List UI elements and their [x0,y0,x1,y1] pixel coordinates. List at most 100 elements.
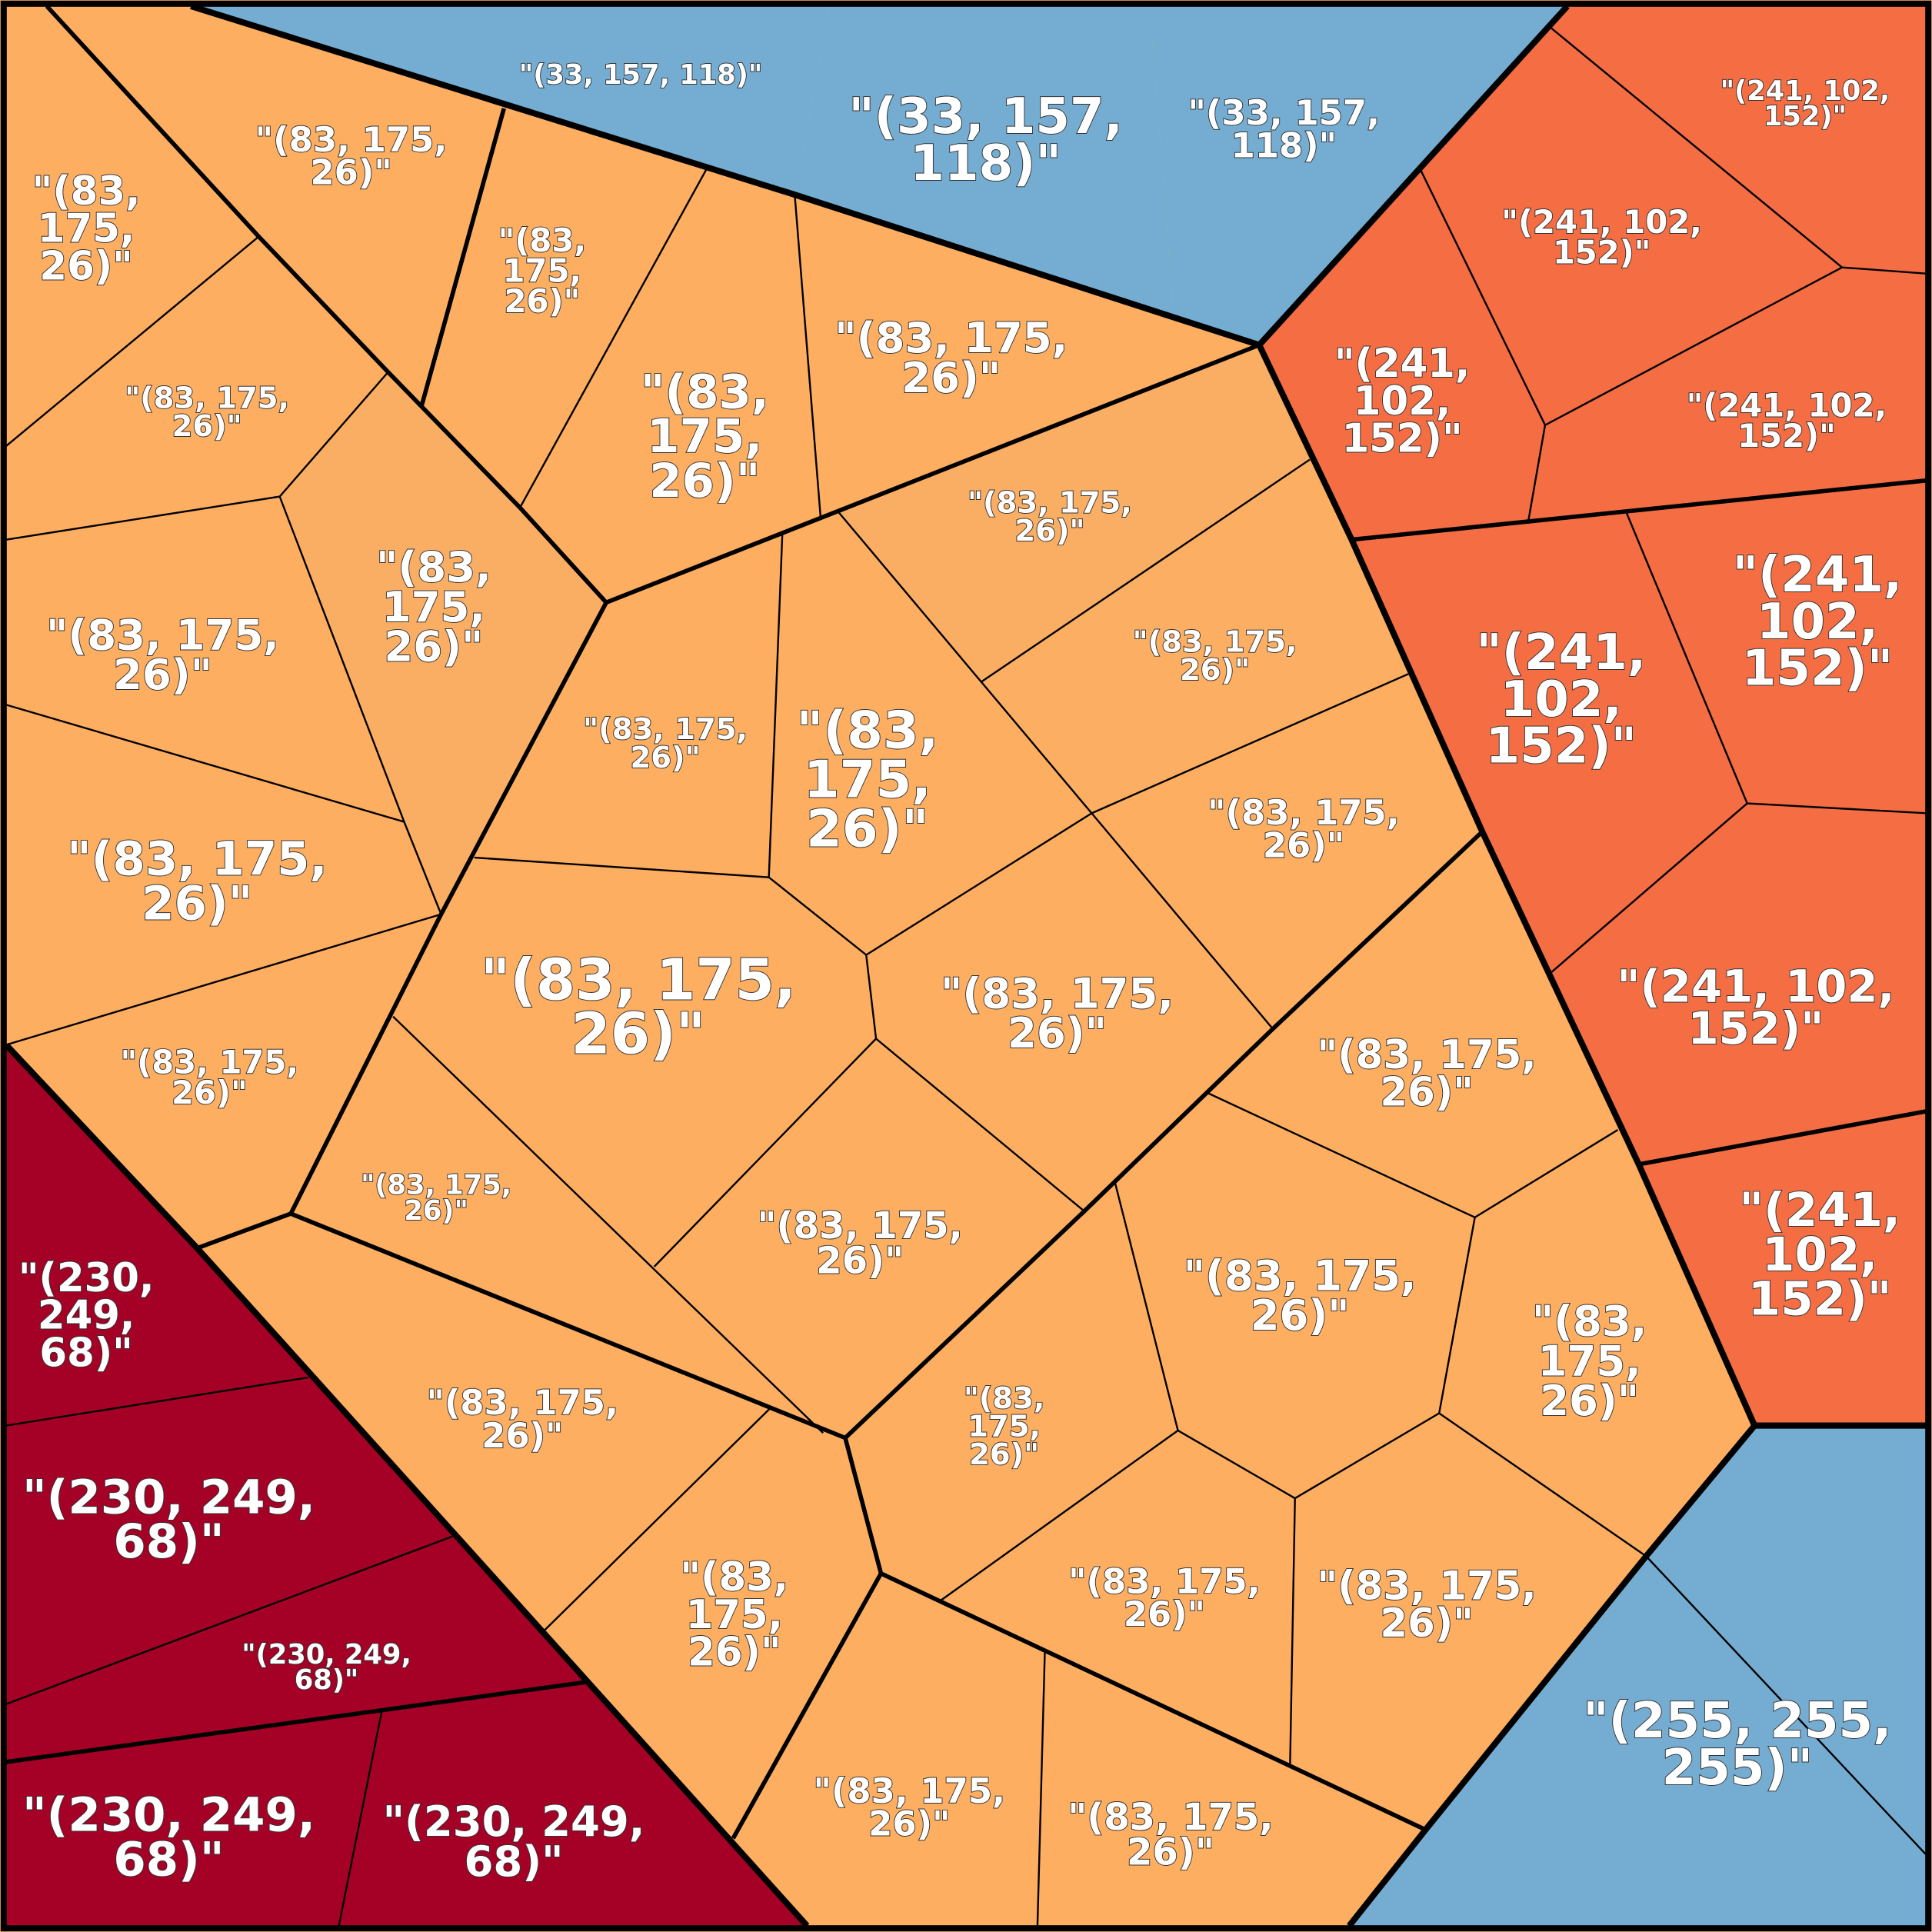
cell-label-line: "(83, [964,1381,1045,1416]
cell-label-line: 102, [1354,378,1451,425]
cell-label-line: 26)" [39,243,132,289]
cell-label-line: "(83, 175, [814,1770,1006,1811]
cell-label-orange: "(83, 175, 26)" [834,313,1068,402]
cell-label-blue: "(33, 157, 118)" [848,88,1123,192]
cell-label-orange: "(83, 175, 26)" [361,1169,511,1226]
cell-label-red: "(241, 102, 152)" [1733,547,1903,698]
cell-label-orange: "(83, 175, 26)" [1133,625,1297,688]
cell-label-line: "(230, [18,1255,155,1301]
cell-label-line: 68)" [113,1514,224,1569]
orange-cell-alt [838,345,1310,681]
cell-label-line: 26)" [481,1415,563,1456]
cell-label-line: 175, [686,1592,783,1638]
cell-label-dark_red: "(230, 249, 68)" [22,1470,315,1569]
cell-label-line: "(83, 175, [1068,1561,1261,1601]
cell-label-line: 26)" [649,454,760,508]
cell-label-line: "(83, [498,222,587,259]
cell-label-line: "(241, 102, [1617,960,1894,1012]
cell-label-line: "(241, 102, [1501,203,1702,241]
cell-borders-thin [5,26,1927,1927]
cell-label-line: 175, [38,206,135,252]
cell-label-orange: "(83, 175, 26)" [680,1554,788,1675]
cell-label-dark_red: "(230, 249, 68)" [242,1639,411,1696]
cell-label-line: 26)" [1540,1376,1639,1425]
cell-label-red: "(241, 102, 152)" [1687,386,1887,455]
cell-label-line: 175, [1537,1336,1641,1385]
cell-label-line: "(83, [376,542,491,591]
cell-label-orange: "(83, 175, 26)" [941,968,1174,1058]
cell-label-line: 102, [1757,594,1878,651]
cell-label-line: "(33, 157, [848,88,1123,145]
blue-cell [1149,6,1567,345]
cell-label-line: 26)" [113,650,212,699]
cell-label-red: "(241, 102, 152)" [1334,341,1471,461]
red-region [1259,6,1926,1426]
cell-label-line: 68)" [39,1330,132,1376]
cell-label-line: 26)" [1380,1601,1473,1647]
cell-label-line: 26)" [384,622,483,671]
cell-label-line: "(230, 249, [242,1639,411,1671]
cell-label-line: 26)" [1014,514,1084,548]
cell-label-line: 26)" [505,282,581,320]
cell-label-orange: "(83, 175, 26)" [1184,1251,1417,1340]
cell-label-orange: "(83, 175, 26)" [583,712,748,775]
cell-label-line: 26)" [631,741,701,775]
cell-label-line: "(83, 175, [1317,1032,1537,1078]
cell-label-orange: "(83, 175, 26)" [255,119,448,193]
cell-label-line: 255)" [1662,1740,1813,1797]
orange-cell-alt [279,371,607,914]
cell-label-line: 26)" [806,798,928,858]
cell-label-line: 152)" [1737,417,1836,455]
cell-label-red: "(241, 102, 152)" [1476,625,1646,775]
cell-label-orange: "(83, 175, 26)" [120,1043,298,1111]
cell-label-line: 102, [1762,1227,1877,1282]
cell-label-line: "(230, 249, [383,1797,645,1846]
cell-label-line: "(83, [641,365,769,419]
cell-label-orange: "(83, 175, 26)" [1208,792,1400,866]
cell-label-line: "(33, 157, 118)" [519,59,762,91]
cell-label-line: 102, [1501,671,1622,728]
cell-label-line: "(33, 157, [1188,92,1381,133]
cell-label-line: "(230, 249, [22,1788,315,1843]
cell-label-line: "(241, 102, [1687,386,1887,424]
cell-label-line: 26)" [868,1803,950,1844]
cell-label-line: "(83, 175, [426,1382,618,1423]
cell-label-line: 175, [968,1410,1041,1444]
cell-label-line: 152)" [1748,1272,1892,1327]
cell-label-line: "(255, 255, [1583,1693,1891,1750]
cell-label-orange: "(83, 175, 26)" [1317,1032,1537,1116]
cell-label-line: 26)" [142,876,252,931]
cell-label-line: "(230, 249, [22,1470,315,1524]
blue-cell [794,6,1174,318]
cell-label-line: 26)" [969,1437,1039,1472]
cell-label-line: "(83, 175, [120,1043,298,1081]
cell-label-orange: "(83, 175, 26)" [796,700,938,858]
cell-label-line: "(83, 175, [583,712,748,747]
cell-label-line: 175, [382,582,485,631]
cell-label-line: 152)" [1764,101,1847,132]
cell-label-line: 26)" [1124,1594,1205,1634]
cell-label-line: 152)" [1688,1002,1824,1054]
cell-label-line: "(83, [680,1554,788,1601]
cell-label-blue: "(255, 255, 255)" [1583,1693,1891,1797]
cell-label-line: "(83, 175, [361,1169,511,1201]
cell-label-line: "(83, 175, [125,381,289,415]
cell-label-orange: "(83, 175, 26)" [376,542,491,671]
cell-label-line: 175, [647,409,762,464]
cell-label-red: "(241, 102, 152)" [1617,960,1894,1054]
cell-label-line: 26)" [404,1195,468,1227]
cell-label-orange: "(83, 175, 26)" [32,168,141,289]
cell-label-dark_red: "(230, 249, 68)" [22,1788,315,1887]
cell-label-orange: "(83, 175, 26)" [758,1204,963,1283]
cell-label-orange: "(83, 175, 26)" [1317,1563,1537,1647]
cell-label-line: 26)" [688,1630,781,1676]
cell-label-line: 26)" [1127,1831,1214,1874]
blue-region-bottom [1349,1425,1926,1926]
cell-label-orange: "(83, 175, 26)" [968,485,1132,548]
cell-label-line: 26)" [816,1240,904,1283]
cell-label-line: 175, [804,749,931,809]
cell-label-orange: "(83, 175, 26)" [125,381,289,444]
cell-label-line: 26)" [172,409,242,444]
